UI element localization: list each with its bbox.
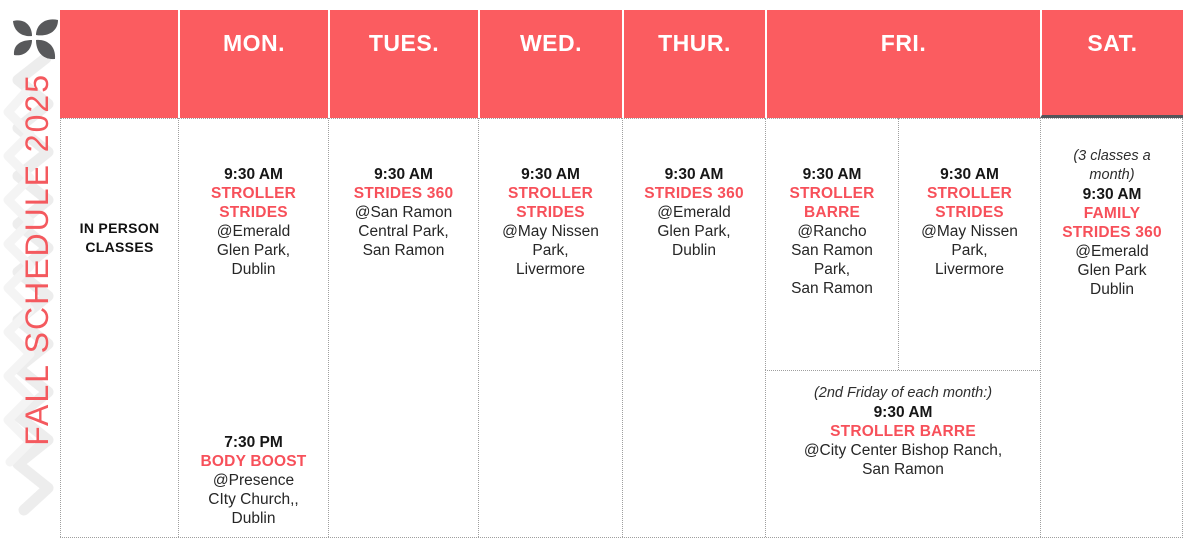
friday-left-cell: 9:30 AM STROLLER BARRE @Rancho San Ramon Pa…: [765, 118, 898, 370]
class-location: @Emerald Glen Park, Dublin: [216, 223, 291, 278]
class-note: (2nd Friday of each month:): [813, 385, 993, 401]
header-cell-mon: MON.: [178, 10, 328, 118]
flower-icon: [13, 19, 58, 60]
tuesday-cell: 9:30 AM STRIDES 360 @San Ramon Central Pa…: [328, 118, 478, 537]
class-entry-sat-am: (3 classes a month) 9:30 AM FAMILY STRIDES…: [1044, 147, 1180, 299]
class-location: @Rancho San Ramon Park, San Ramon: [791, 223, 873, 297]
row-label-cell: IN PERSON CLASSES: [60, 118, 178, 537]
squiggle-watermark: [3, 52, 54, 516]
header-cell-sat: SAT.: [1040, 10, 1183, 118]
saturday-cell: (3 classes a month) 9:30 AM FAMILY STRIDES…: [1040, 118, 1183, 537]
class-location: @City Center Bishop Ranch, San Ramon: [803, 442, 1003, 478]
class-time: 9:30 AM: [224, 166, 283, 183]
monday-cell: 9:30 AM STROLLER STRIDES @Emerald Glen Par…: [178, 118, 328, 537]
class-time: 9:30 AM: [664, 166, 724, 183]
class-location: @May Nissen Park, Livermore: [502, 223, 599, 278]
wednesday-cell: 9:30 AM STROLLER STRIDES @May Nissen Park,…: [478, 118, 622, 537]
class-entry-wed-am: 9:30 AM STROLLER STRIDES @May Nissen Park,…: [482, 165, 619, 279]
class-time: 9:30 AM: [374, 166, 433, 183]
class-entry-tue-am: 9:30 AM STRIDES 360 @San Ramon Central Pa…: [332, 165, 475, 260]
class-time: 9:30 AM: [1082, 186, 1142, 203]
class-entry-mon-am: 9:30 AM STROLLER STRIDES @Emerald Glen Par…: [182, 165, 325, 279]
class-name: STROLLER BARRE: [830, 423, 976, 440]
class-time: 9:30 AM: [802, 166, 862, 183]
class-name: STRIDES 360: [353, 185, 454, 202]
fall-schedule-title-text: FALL SCHEDULE 2025: [18, 72, 55, 446]
class-time: 9:30 AM: [521, 166, 580, 183]
schedule-table: MON. TUES. WED. THUR. FRI. SAT. IN PERSO…: [60, 10, 1183, 538]
schedule-body: IN PERSON CLASSES 9:30 AM STROLLER STRIDES…: [60, 118, 1183, 538]
class-name: BODY BOOST: [200, 453, 307, 470]
fall-schedule-title: FALL SCHEDULE 2025: [14, 66, 60, 452]
class-location: @San Ramon Central Park, San Ramon: [354, 204, 453, 259]
class-time: 9:30 AM: [873, 404, 933, 421]
class-time: 9:30 AM: [940, 166, 999, 183]
header-row: MON. TUES. WED. THUR. FRI. SAT.: [60, 10, 1183, 118]
class-name: STRIDES 360: [644, 185, 744, 202]
class-location: @Emerald Glen Park Dublin: [1075, 243, 1149, 298]
class-entry-thu-am: 9:30 AM STRIDES 360 @Emerald Glen Park, Du…: [626, 165, 762, 260]
class-name: STROLLER BARRE: [789, 185, 875, 221]
class-name: STROLLER STRIDES: [507, 185, 594, 221]
class-name: FAMILY STRIDES 360: [1062, 205, 1162, 241]
header-cell-wed: WED.: [478, 10, 622, 118]
header-cell-thur: THUR.: [622, 10, 765, 118]
class-entry-fri-strides: 9:30 AM STROLLER STRIDES @May Nissen Park,…: [902, 165, 1037, 279]
friday-monthly-cell: (2nd Friday of each month:) 9:30 AM STRO…: [765, 370, 1040, 537]
class-location: @May Nissen Park, Livermore: [921, 223, 1018, 278]
header-cell-fri: FRI.: [765, 10, 1040, 118]
class-location: @Presence CIty Church,, Dublin: [208, 472, 299, 527]
thursday-cell: 9:30 AM STRIDES 360 @Emerald Glen Park, Du…: [622, 118, 765, 537]
header-cell-tues: TUES.: [328, 10, 478, 118]
class-entry-fri-barre: 9:30 AM STROLLER BARRE @Rancho San Ramon Pa…: [769, 165, 895, 298]
friday-right-cell: 9:30 AM STROLLER STRIDES @May Nissen Park,…: [898, 118, 1040, 370]
class-name: STROLLER STRIDES: [210, 185, 297, 221]
class-time: 7:30 PM: [224, 434, 283, 451]
class-entry-mon-pm: 7:30 PM BODY BOOST @Presence CIty Church,…: [182, 433, 325, 528]
class-entry-fri-monthly: (2nd Friday of each month:) 9:30 AM STRO…: [766, 371, 1040, 479]
class-location: @Emerald Glen Park, Dublin: [657, 204, 731, 259]
in-person-classes-label: IN PERSON CLASSES: [79, 220, 160, 255]
header-cell-spacer: [60, 10, 178, 118]
class-note: (3 classes a month): [1073, 148, 1151, 183]
class-name: STROLLER STRIDES: [926, 185, 1013, 221]
